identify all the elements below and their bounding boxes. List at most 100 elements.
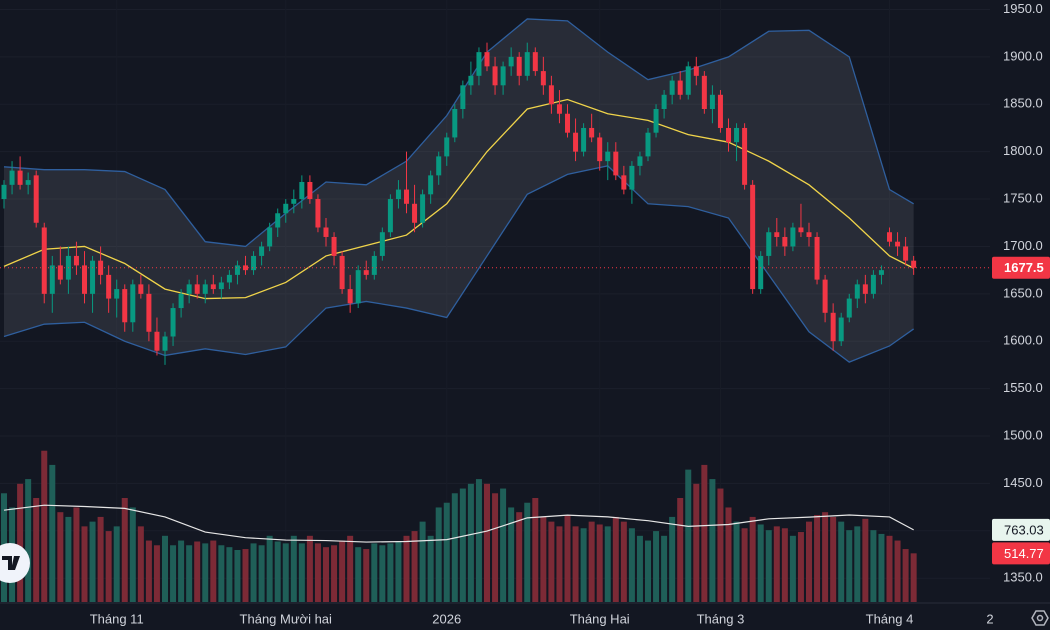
volume-bar [443,502,450,602]
candle-body [870,274,876,294]
volume-bar [677,498,684,602]
volume-bar [89,521,96,602]
volume-bar [178,540,185,602]
volume-bar [145,540,152,602]
candle-body [742,127,748,185]
candle-body [315,199,321,228]
volume-bar [789,535,796,602]
y-tick-label: 1850.0 [1003,96,1043,111]
volume-bar [121,498,128,602]
lower-band-line [3,165,915,363]
volume-bar [113,526,120,602]
candle-body [556,104,562,114]
candle-body [468,75,474,86]
volume-bar [266,535,273,602]
candle-body [516,56,522,76]
volume-bar [234,550,241,602]
volume-bar [854,526,861,602]
volume-bar [226,547,233,602]
volume-bar [693,483,700,602]
candle-body [178,293,184,309]
volume-bar [65,516,72,602]
candle-body [717,94,723,128]
volume-bar [202,543,209,602]
volume-bar [645,540,651,602]
candle-body [629,165,635,190]
volume-bar [290,535,297,602]
candle-body [645,132,651,157]
volume-bar [492,493,499,602]
candle-body [637,156,643,166]
volume-bar [282,543,289,602]
volume-bar [25,479,32,602]
volume-bar [612,516,619,602]
candle-body [412,203,418,223]
volume-bar [524,502,531,602]
candle-body [251,255,257,271]
candle-body [452,109,458,138]
candle-body [693,66,699,76]
x-tick-label: Tháng Hai [570,611,630,626]
volume-bar [572,526,579,602]
candle-body [532,52,538,72]
volume-bar [846,530,853,602]
volume-bar [355,547,362,602]
candle-body [170,308,176,337]
candle-body [701,75,707,110]
candle-body [90,260,96,294]
candle-body [1,184,7,200]
volume-bar [556,526,563,602]
candle-body [243,265,248,271]
volume-bar [411,531,418,602]
candle-body [822,279,828,313]
candle-body [226,274,232,283]
candle-body [73,255,79,266]
volume-bar [73,507,80,602]
candle-body [814,236,820,280]
settings-dot[interactable] [1036,614,1044,622]
volume-bar [701,464,708,602]
candle-body [774,232,780,237]
volume-bar [870,530,877,602]
volume-bar [620,521,627,602]
volume-bar [129,507,136,602]
volume-bar [170,545,177,602]
volume-bar [806,521,812,602]
y-tick-label: 1450.0 [1003,475,1043,490]
volume-bar [685,469,692,602]
volume-bar [797,532,804,602]
x-tick-label: Tháng 4 [866,611,914,626]
candle-body [750,184,756,290]
candle-body [669,80,675,95]
volume-bar [580,528,587,602]
volume-bar [653,531,660,602]
candle-body [460,85,466,110]
volume-bar [363,549,370,602]
y-tick-label: 1350.0 [1003,570,1043,585]
settings-hex[interactable] [1031,610,1049,626]
y-tick-label: 1800.0 [1003,143,1043,158]
candle-body [106,274,112,299]
volume-bar [878,533,885,602]
volume-bar [137,526,144,602]
candle-body [581,127,587,152]
candle-body [846,298,852,318]
volume-bar [669,516,676,602]
candle-body [492,66,498,86]
candle-body [830,312,836,342]
candle-body [854,284,860,299]
middle-band-line [3,98,914,300]
volume-bar [564,515,571,602]
x-tick-label: Tháng 11 [90,611,144,626]
volume-bar [773,526,780,602]
candle-body [154,331,160,351]
candle-body [146,293,152,332]
volume-bar [540,516,547,602]
volume-bar [258,545,265,602]
candle-body [766,232,772,256]
settings-icon[interactable] [1031,610,1049,626]
volume-bar [532,498,539,602]
volume-bar [661,535,668,602]
volume-bar [435,507,442,602]
last-volume-box [992,542,1050,565]
